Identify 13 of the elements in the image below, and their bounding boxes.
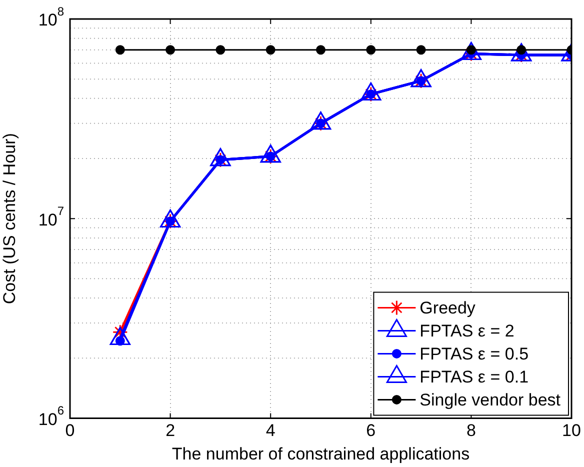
x-tick-label: 2 <box>166 421 176 440</box>
x-tick-label: 0 <box>65 421 75 440</box>
x-tick-label: 10 <box>562 421 581 440</box>
legend-label: FPTAS ε = 0.1 <box>420 367 529 386</box>
legend-label: FPTAS ε = 0.5 <box>420 344 529 364</box>
x-tick-label: 8 <box>466 421 476 440</box>
y-axis-title: Cost (US cents / Hour) <box>0 133 19 304</box>
legend-label: Greedy <box>420 298 476 318</box>
legend-label: Single vendor best <box>420 390 561 410</box>
x-tick-label: 4 <box>266 421 276 440</box>
x-axis-title: The number of constrained applications <box>172 444 470 464</box>
legend-label: FPTAS ε = 2 <box>420 321 514 340</box>
x-tick-label: 6 <box>366 421 376 440</box>
